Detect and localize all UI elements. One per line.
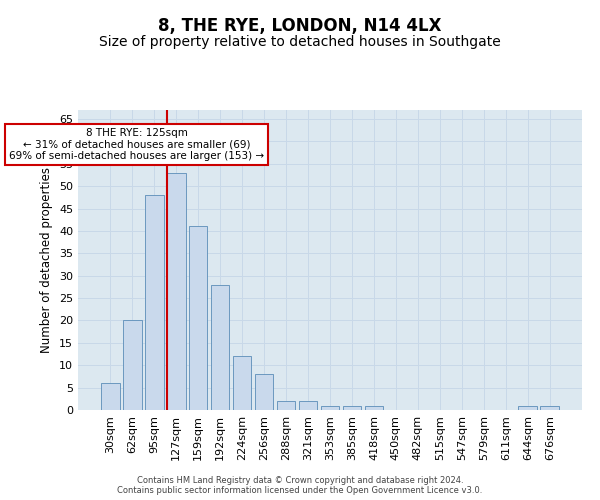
Bar	[277, 401, 295, 410]
Bar	[189, 226, 208, 410]
Bar	[123, 320, 142, 410]
Text: 8 THE RYE: 125sqm
← 31% of detached houses are smaller (69)
69% of semi-detached: 8 THE RYE: 125sqm ← 31% of detached hous…	[9, 128, 264, 161]
Bar	[320, 406, 340, 410]
Bar	[518, 406, 537, 410]
Bar	[343, 406, 361, 410]
Bar	[211, 284, 229, 410]
Text: 8, THE RYE, LONDON, N14 4LX: 8, THE RYE, LONDON, N14 4LX	[158, 18, 442, 36]
Bar	[255, 374, 274, 410]
Text: Contains HM Land Registry data © Crown copyright and database right 2024.
Contai: Contains HM Land Registry data © Crown c…	[118, 476, 482, 495]
Bar	[299, 401, 317, 410]
Bar	[365, 406, 383, 410]
Text: Size of property relative to detached houses in Southgate: Size of property relative to detached ho…	[99, 35, 501, 49]
Bar	[541, 406, 559, 410]
Bar	[233, 356, 251, 410]
Bar	[145, 195, 164, 410]
Bar	[167, 172, 185, 410]
Bar	[101, 383, 119, 410]
Y-axis label: Number of detached properties: Number of detached properties	[40, 167, 53, 353]
